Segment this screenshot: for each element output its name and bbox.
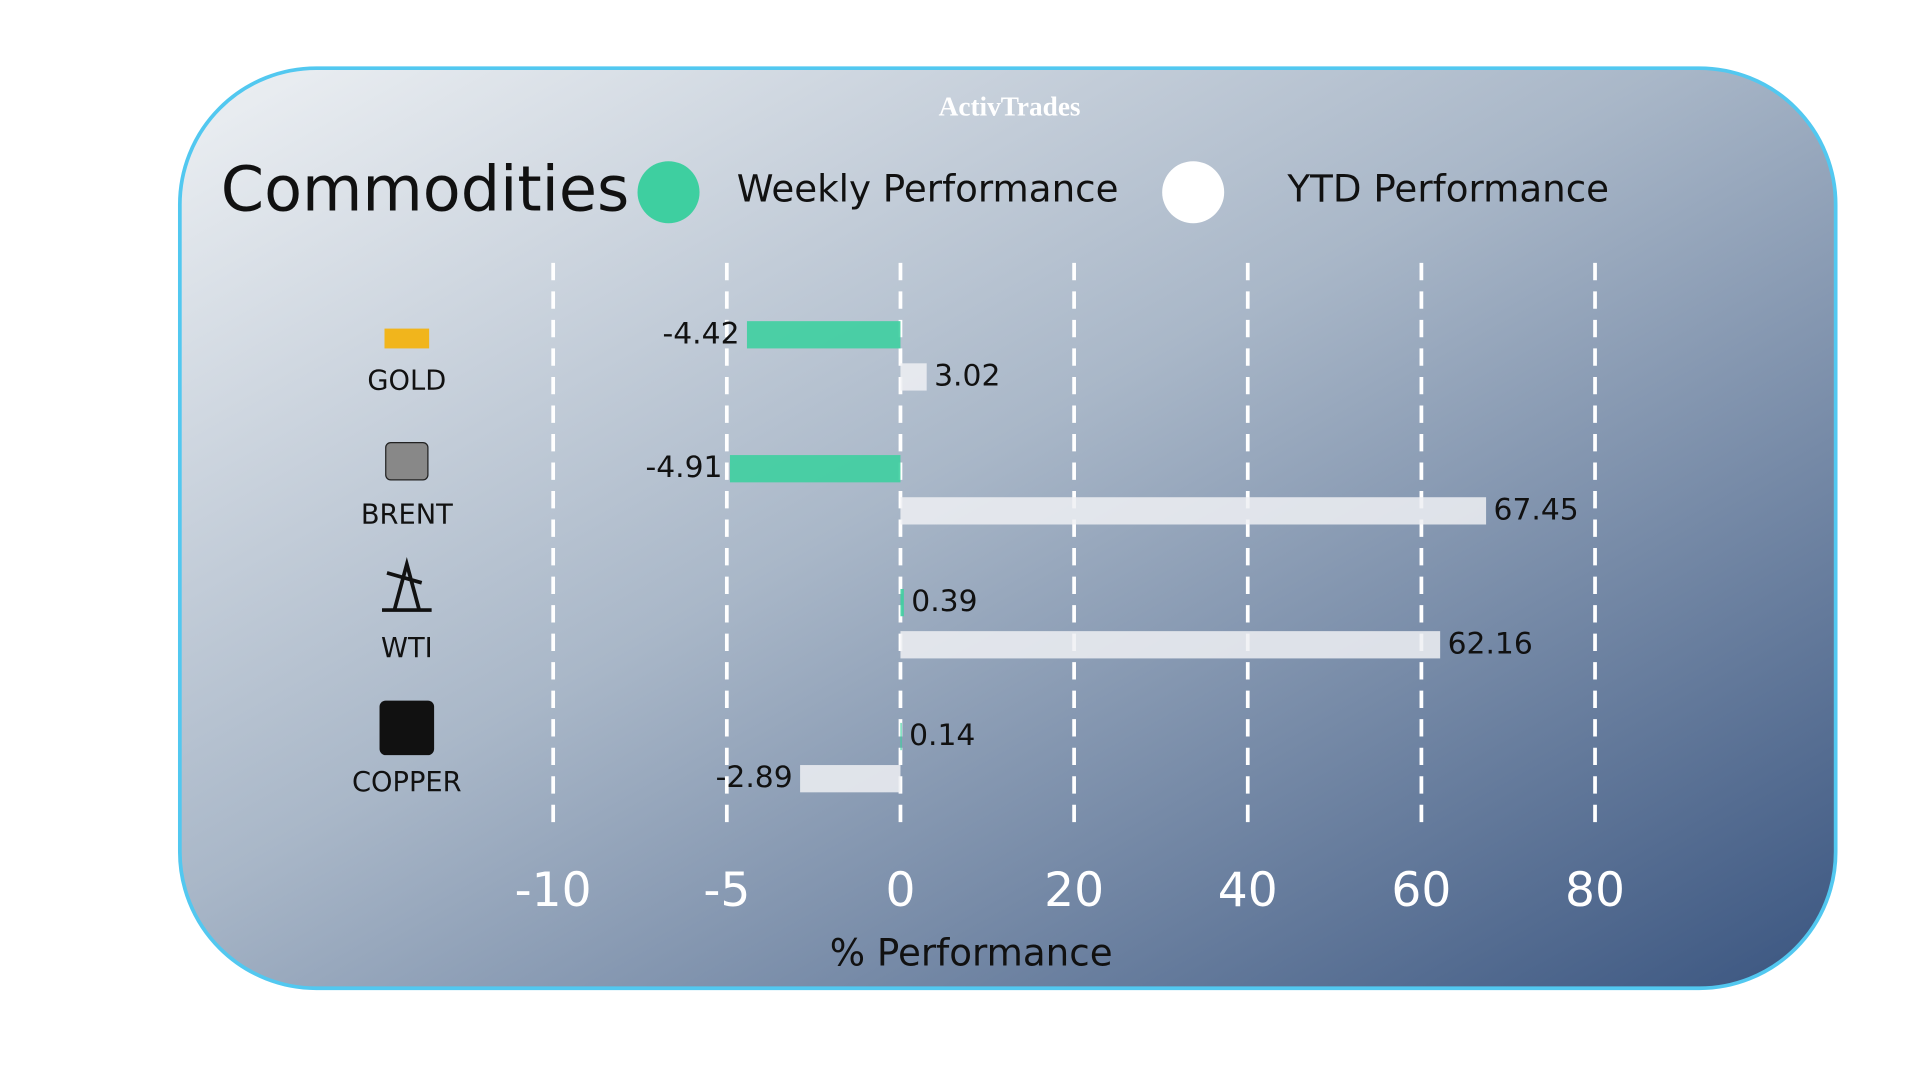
x-tick-label: -10 xyxy=(515,863,592,918)
value-label: 62.16 xyxy=(1448,626,1533,661)
value-label: 0.39 xyxy=(911,584,977,619)
category-label: BRENT xyxy=(361,499,453,530)
bar xyxy=(729,455,901,483)
x-tick-label: 20 xyxy=(1044,863,1104,918)
x-tick-label: 80 xyxy=(1565,863,1625,918)
category-label: GOLD xyxy=(367,365,446,396)
gold-icon xyxy=(384,328,430,349)
value-label: 3.02 xyxy=(934,358,1000,393)
icons xyxy=(379,328,435,756)
copper-icon xyxy=(379,700,435,756)
bar xyxy=(900,588,904,617)
bar xyxy=(900,363,927,391)
bar xyxy=(900,497,1487,525)
x-tick-label: 40 xyxy=(1218,863,1278,918)
pump-icon xyxy=(382,557,432,612)
chart-title: Commodities xyxy=(221,153,630,226)
value-label: -2.89 xyxy=(716,760,793,795)
value-label: -4.42 xyxy=(663,316,740,351)
bar xyxy=(900,722,902,751)
value-label: 67.45 xyxy=(1494,492,1579,527)
x-axis-label: % Performance xyxy=(830,930,1113,974)
bar xyxy=(800,765,901,793)
barrel-icon xyxy=(385,442,429,481)
value-label: -4.91 xyxy=(646,450,723,485)
legend-swatch xyxy=(637,161,700,224)
x-tick-label: 0 xyxy=(885,863,915,918)
x-tick-label: -5 xyxy=(703,863,750,918)
bar xyxy=(900,631,1441,659)
legend-swatch xyxy=(1162,161,1225,224)
legend-label: Weekly Performance xyxy=(737,166,1119,210)
brand: ActivTrades xyxy=(939,91,1081,121)
x-tick-label: 60 xyxy=(1391,863,1451,918)
bar xyxy=(746,321,901,349)
value-label: 0.14 xyxy=(909,718,975,753)
category-label: WTI xyxy=(381,633,433,664)
legend-label: YTD Performance xyxy=(1286,166,1609,210)
category-label: COPPER xyxy=(352,767,462,798)
